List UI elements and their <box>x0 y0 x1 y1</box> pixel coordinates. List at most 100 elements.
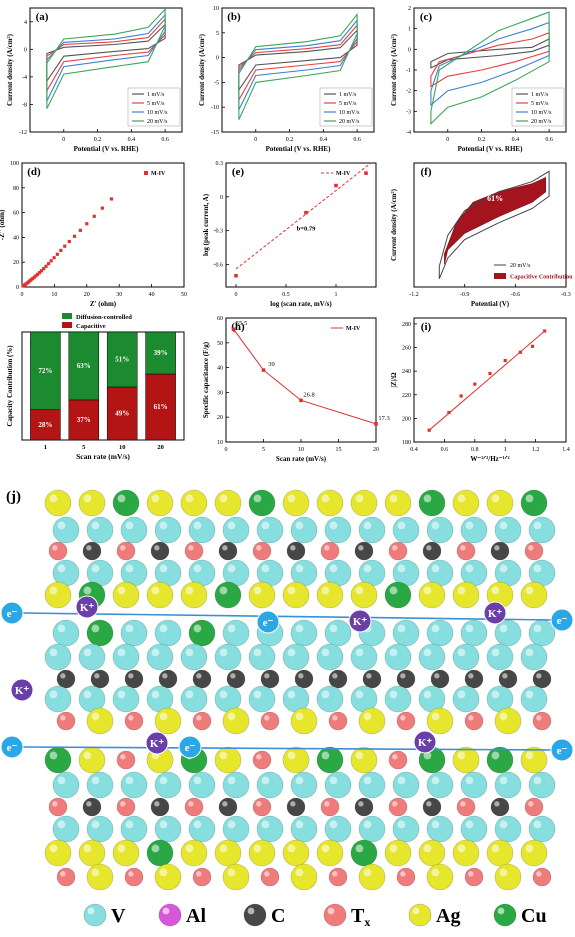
atom-Ag-highlight <box>525 844 534 853</box>
cv-curve-10-mV-s <box>46 13 166 102</box>
atom-Cu <box>214 581 242 609</box>
x-tick-label: 30 <box>116 292 122 298</box>
atom-Cu <box>248 489 276 517</box>
atom-T <box>388 750 408 770</box>
cv-curve-1-mV-s <box>46 23 166 83</box>
atom-V <box>494 516 522 544</box>
panel-letter: (a) <box>36 11 49 23</box>
atom-Ag-highlight <box>287 751 296 760</box>
atom-V-highlight <box>397 564 406 573</box>
y-tick-label: -0.6 <box>214 262 224 268</box>
y-tick-label: -3 <box>406 109 411 115</box>
atom-Ag <box>154 707 182 735</box>
legend-swatch <box>62 322 72 328</box>
atom-Ag <box>180 839 208 867</box>
nyquist-point <box>35 272 40 276</box>
atom-Ag <box>44 489 72 517</box>
atom-V <box>426 516 454 544</box>
x-tick-label: 1.2 <box>532 447 540 453</box>
atom-T-highlight <box>188 801 194 807</box>
x-tick-label: -1.2 <box>409 292 419 298</box>
atom-T-highlight <box>400 715 406 721</box>
atom-V-highlight <box>533 564 542 573</box>
atom-V-highlight <box>499 521 508 530</box>
data-point <box>427 428 431 432</box>
cv-curve-5-mV-s <box>430 32 550 88</box>
electron-carrier-label: e⁻ <box>7 742 18 754</box>
atom-Ag-highlight <box>355 586 364 595</box>
atom-V <box>188 771 216 799</box>
bar-capacitive <box>30 409 61 441</box>
cv-curve-20-mV-s <box>238 12 358 120</box>
bar-label-diffusion: 63% <box>77 362 91 370</box>
fit-line <box>235 162 372 270</box>
y-tick-label: 60 <box>217 316 223 322</box>
atom-V-highlight <box>295 521 304 530</box>
atom-T-highlight <box>392 801 398 807</box>
atom-Cu <box>418 489 446 517</box>
atom-V-highlight <box>389 648 398 657</box>
panel-g: (g)Diffusion-controlledCapacitive72%28%1… <box>0 310 192 470</box>
cv-curve-20-mV-s <box>430 11 550 126</box>
atom-Cu <box>146 839 174 867</box>
atom-V-highlight <box>57 776 66 785</box>
atom-Ag-highlight <box>355 494 364 503</box>
atom-C-highlight <box>154 801 160 807</box>
atom-V-highlight <box>321 648 330 657</box>
atom-V-highlight <box>253 648 262 657</box>
atom-C-highlight <box>426 545 432 551</box>
x-tick-label: 0.8 <box>471 447 479 453</box>
atom-V <box>460 619 488 647</box>
atom-T <box>192 867 212 887</box>
atom-V-highlight <box>499 624 508 633</box>
x-tick-label: 1 <box>44 444 47 451</box>
atom-V-highlight <box>321 690 330 699</box>
atom-Ag-highlight <box>49 586 58 595</box>
cv-curve-5-mV-s <box>46 17 166 93</box>
atom-Ag <box>214 489 242 517</box>
atom-C-highlight <box>426 801 432 807</box>
atom-Ag-highlight <box>321 494 330 503</box>
x-tick-label: 1 <box>335 292 338 298</box>
plot-frame <box>225 317 377 443</box>
atom-V-highlight <box>185 648 194 657</box>
y-axis-label: log (peak current, A) <box>202 193 210 256</box>
atom-V-highlight <box>227 776 236 785</box>
atom-T <box>116 541 136 561</box>
atom-T <box>464 867 484 887</box>
atom-V-highlight <box>193 564 202 573</box>
atom-V-highlight <box>525 648 534 657</box>
atom-Ag-highlight <box>457 586 466 595</box>
nyquist-point <box>46 262 51 266</box>
atom-V-highlight <box>491 690 500 699</box>
x-tick-label: 5 <box>82 444 86 451</box>
atom-V <box>282 643 310 671</box>
atom-Ag-highlight <box>287 844 296 853</box>
atom-V-highlight <box>491 648 500 657</box>
atom-V-highlight <box>91 564 100 573</box>
atom-Ag-highlight <box>287 494 296 503</box>
atom-V <box>324 619 352 647</box>
atom-V <box>486 643 514 671</box>
potassium-ion-label: K⁺ <box>15 685 30 697</box>
legend-atom-highlight <box>497 907 505 915</box>
atom-C-highlight <box>230 673 236 679</box>
atom-C <box>294 669 314 689</box>
atom-C-highlight <box>298 673 304 679</box>
atom-C <box>362 669 382 689</box>
atom-Ag <box>112 581 140 609</box>
legend-label-Tx: Tx <box>351 905 370 929</box>
data-point <box>518 350 522 354</box>
atom-T <box>532 711 552 731</box>
y-tick-label: 240 <box>402 369 411 375</box>
atom-V-highlight <box>363 776 372 785</box>
y-tick-label: 280 <box>402 322 411 328</box>
atom-T-highlight <box>196 715 202 721</box>
legend-entry: 10 mV/s <box>147 110 168 116</box>
atom-V-highlight <box>533 776 542 785</box>
electron-path-bottom <box>21 746 556 751</box>
potassium-ion-label: K⁺ <box>80 602 95 614</box>
atom-V-highlight <box>219 690 228 699</box>
y-axis-label: Current density (A/cm²) <box>198 33 206 106</box>
legend-entry: 5 mV/s <box>531 101 549 107</box>
